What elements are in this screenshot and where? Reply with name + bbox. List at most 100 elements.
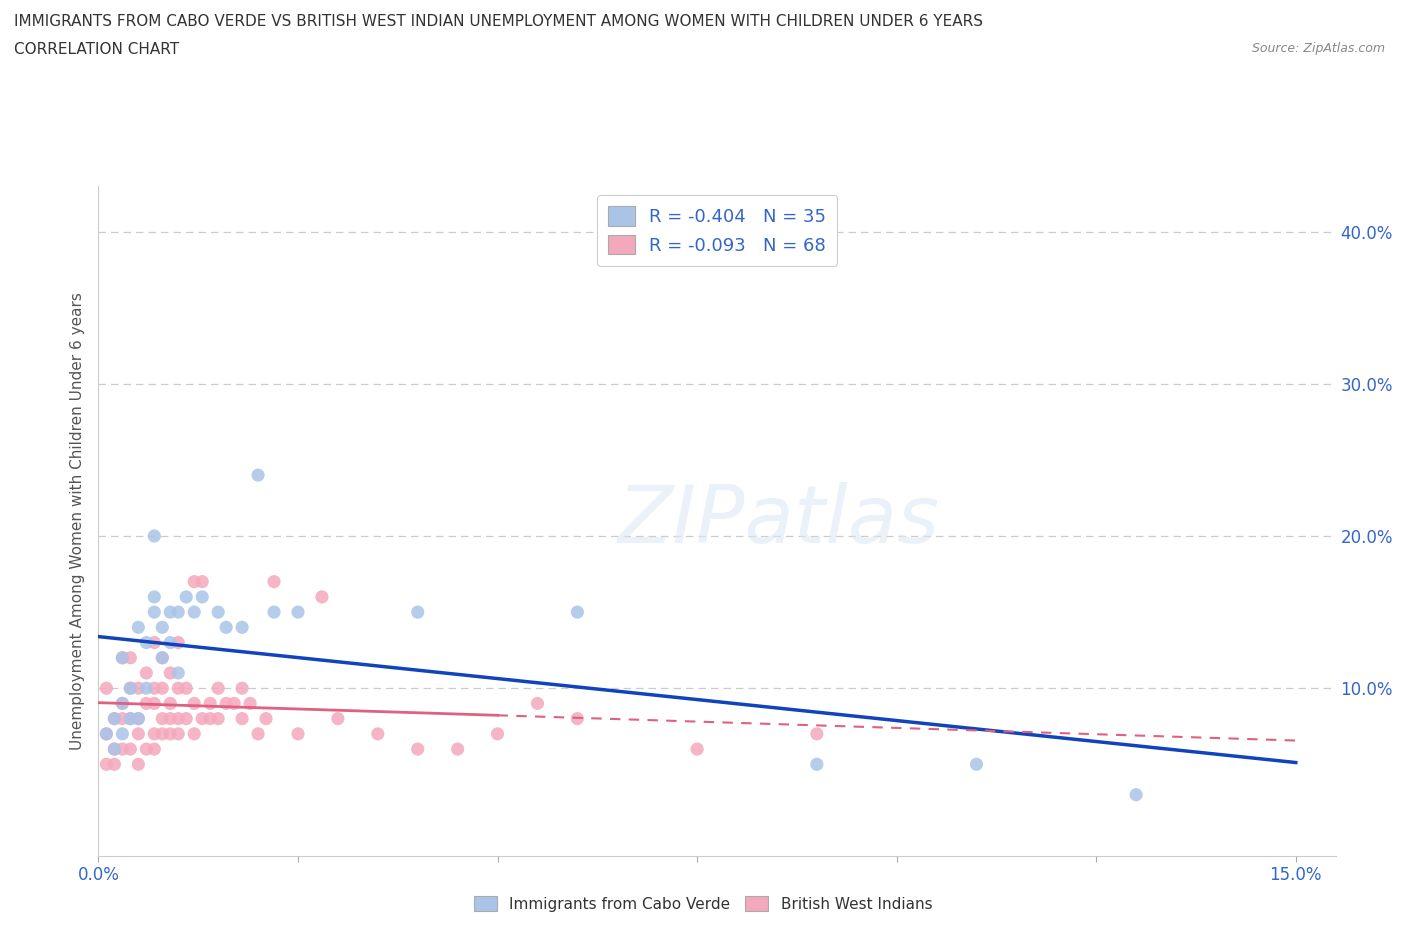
Point [326, 711, 349, 726]
Text: ZIPatlas: ZIPatlas [617, 482, 941, 560]
Point [103, 711, 125, 726]
Point [311, 590, 333, 604]
Point [159, 726, 181, 741]
Point [143, 696, 166, 711]
Text: Source: ZipAtlas.com: Source: ZipAtlas.com [1251, 42, 1385, 55]
Point [111, 726, 134, 741]
Point [167, 726, 190, 741]
Point [127, 620, 149, 635]
Legend: Immigrants from Cabo Verde, British West Indians: Immigrants from Cabo Verde, British West… [468, 889, 938, 918]
Point [287, 726, 309, 741]
Point [127, 711, 149, 726]
Point [247, 468, 270, 483]
Point [167, 681, 190, 696]
Point [111, 696, 134, 711]
Point [150, 711, 173, 726]
Point [174, 711, 197, 726]
Point [215, 696, 238, 711]
Point [127, 757, 149, 772]
Point [966, 757, 988, 772]
Point [167, 666, 190, 681]
Point [174, 590, 197, 604]
Point [239, 696, 262, 711]
Point [159, 711, 181, 726]
Point [135, 666, 157, 681]
Point [159, 696, 181, 711]
Point [207, 681, 229, 696]
Y-axis label: Unemployment Among Women with Children Under 6 years: Unemployment Among Women with Children U… [70, 292, 86, 750]
Point [96, 757, 118, 772]
Point [143, 681, 166, 696]
Point [806, 726, 828, 741]
Point [159, 604, 181, 619]
Point [254, 711, 277, 726]
Point [806, 757, 828, 772]
Point [111, 711, 134, 726]
Point [120, 711, 142, 726]
Point [263, 604, 285, 619]
Point [127, 726, 149, 741]
Point [150, 650, 173, 665]
Point [96, 681, 118, 696]
Point [103, 741, 125, 756]
Point [120, 681, 142, 696]
Point [287, 604, 309, 619]
Point [159, 635, 181, 650]
Point [224, 696, 246, 711]
Point [159, 666, 181, 681]
Point [143, 604, 166, 619]
Point [183, 696, 205, 711]
Legend: R = -0.404   N = 35, R = -0.093   N = 68: R = -0.404 N = 35, R = -0.093 N = 68 [598, 195, 837, 265]
Point [127, 711, 149, 726]
Point [143, 590, 166, 604]
Point [191, 590, 214, 604]
Point [120, 650, 142, 665]
Point [135, 681, 157, 696]
Point [191, 711, 214, 726]
Point [567, 604, 589, 619]
Point [167, 711, 190, 726]
Point [143, 726, 166, 741]
Point [111, 650, 134, 665]
Point [686, 741, 709, 756]
Point [103, 741, 125, 756]
Point [198, 711, 221, 726]
Point [103, 757, 125, 772]
Point [120, 741, 142, 756]
Point [135, 741, 157, 756]
Point [183, 604, 205, 619]
Text: CORRELATION CHART: CORRELATION CHART [14, 42, 179, 57]
Point [111, 696, 134, 711]
Point [135, 696, 157, 711]
Point [103, 711, 125, 726]
Point [247, 726, 270, 741]
Point [120, 681, 142, 696]
Text: IMMIGRANTS FROM CABO VERDE VS BRITISH WEST INDIAN UNEMPLOYMENT AMONG WOMEN WITH : IMMIGRANTS FROM CABO VERDE VS BRITISH WE… [14, 14, 983, 29]
Point [207, 604, 229, 619]
Point [150, 681, 173, 696]
Point [231, 711, 253, 726]
Point [150, 650, 173, 665]
Point [167, 604, 190, 619]
Point [406, 604, 429, 619]
Point [406, 741, 429, 756]
Point [207, 711, 229, 726]
Point [183, 726, 205, 741]
Point [111, 741, 134, 756]
Point [150, 620, 173, 635]
Point [143, 528, 166, 543]
Point [367, 726, 389, 741]
Point [1125, 788, 1147, 803]
Point [167, 635, 190, 650]
Point [174, 681, 197, 696]
Point [183, 574, 205, 589]
Point [231, 681, 253, 696]
Point [486, 726, 509, 741]
Point [111, 650, 134, 665]
Point [135, 635, 157, 650]
Point [526, 696, 548, 711]
Point [150, 726, 173, 741]
Point [231, 620, 253, 635]
Point [215, 620, 238, 635]
Point [143, 741, 166, 756]
